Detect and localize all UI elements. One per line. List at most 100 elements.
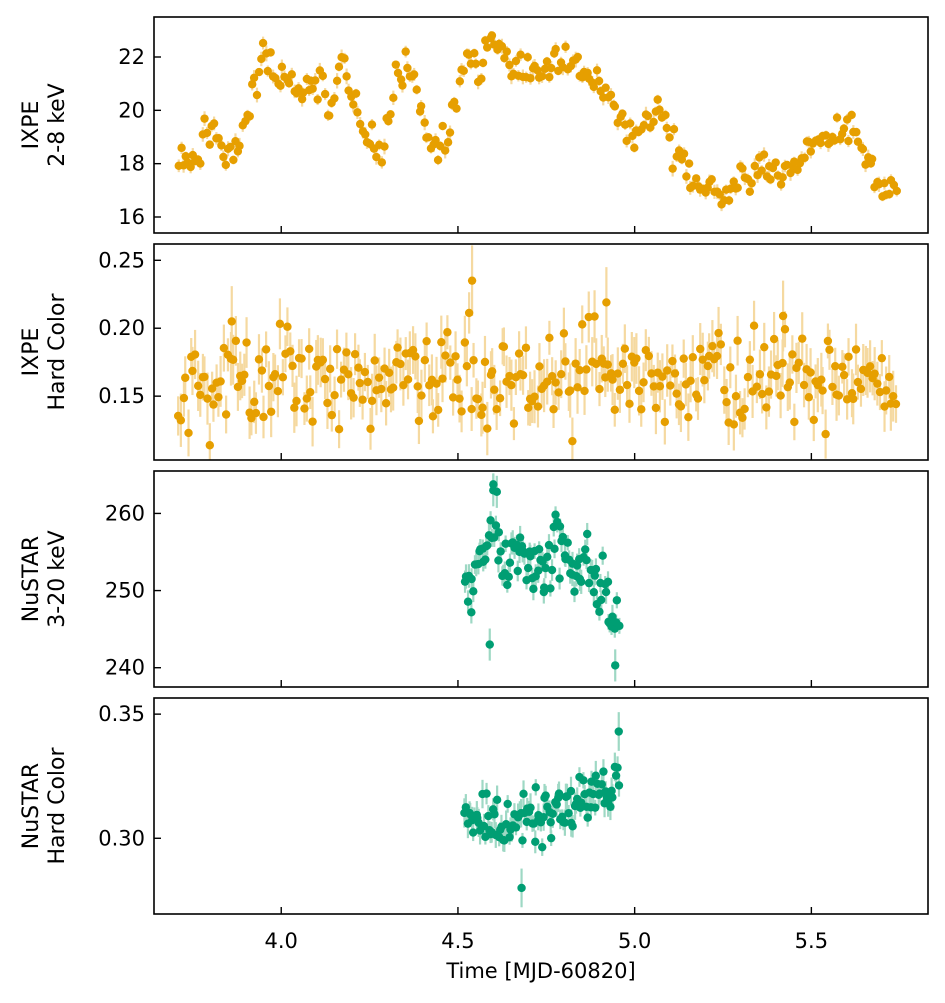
x-tick-label: 5.0 xyxy=(618,929,651,953)
data-point xyxy=(698,355,707,364)
data-point xyxy=(431,135,440,145)
y-axis-label: NuSTARHard Color xyxy=(19,747,70,865)
data-point xyxy=(214,134,223,143)
data-point xyxy=(818,386,827,395)
data-point xyxy=(519,789,528,799)
data-point xyxy=(455,77,465,86)
data-point xyxy=(798,334,807,343)
data-point xyxy=(776,391,785,400)
data-point xyxy=(620,344,630,353)
data-point xyxy=(318,71,328,81)
data-point xyxy=(214,392,223,402)
data-point xyxy=(625,399,634,409)
data-point xyxy=(613,369,623,378)
data-point xyxy=(733,336,742,345)
data-point xyxy=(516,50,525,59)
data-point xyxy=(823,336,833,346)
data-point xyxy=(545,72,554,82)
data-point xyxy=(451,352,460,361)
data-point xyxy=(258,38,268,48)
data-point xyxy=(320,89,330,99)
data-point xyxy=(504,572,513,582)
data-point xyxy=(308,84,317,93)
data-point xyxy=(578,320,587,329)
data-point xyxy=(828,382,837,392)
data-point xyxy=(554,388,563,397)
data-point xyxy=(366,424,375,434)
data-point xyxy=(503,799,512,809)
data-point xyxy=(712,351,722,361)
data-point xyxy=(880,178,889,188)
data-point xyxy=(355,119,365,129)
data-point xyxy=(618,109,627,118)
data-point xyxy=(526,803,535,812)
data-point xyxy=(464,308,474,318)
data-point xyxy=(831,361,840,371)
data-point xyxy=(806,368,815,377)
data-point xyxy=(363,377,372,387)
data-point xyxy=(590,312,599,321)
data-point xyxy=(551,44,560,54)
data-point xyxy=(399,380,408,390)
data-point xyxy=(598,551,607,560)
data-point xyxy=(873,379,882,388)
data-point xyxy=(832,113,842,122)
data-point xyxy=(393,343,402,352)
data-point xyxy=(453,375,462,384)
data-point xyxy=(766,175,775,184)
data-point xyxy=(584,578,594,588)
data-point xyxy=(200,372,209,382)
data-point xyxy=(257,366,267,375)
data-point xyxy=(738,413,747,422)
data-point xyxy=(842,395,852,404)
data-point xyxy=(592,66,602,75)
data-point xyxy=(380,142,389,151)
data-point xyxy=(892,186,901,196)
data-point xyxy=(300,404,309,413)
data-point xyxy=(743,372,753,382)
data-point xyxy=(594,76,604,86)
data-point xyxy=(750,161,759,171)
data-point xyxy=(200,114,209,123)
data-point xyxy=(264,381,274,391)
data-point xyxy=(205,441,215,450)
data-point xyxy=(334,425,344,434)
data-point xyxy=(597,780,607,789)
data-point xyxy=(221,410,231,419)
data-point xyxy=(494,528,504,537)
data-point xyxy=(530,392,539,401)
data-point xyxy=(499,342,509,351)
data-point xyxy=(483,424,492,433)
data-point xyxy=(432,379,441,388)
data-point xyxy=(844,352,853,361)
data-point xyxy=(565,386,575,395)
data-point xyxy=(219,152,228,162)
data-point xyxy=(655,105,664,114)
data-point xyxy=(778,173,787,182)
data-point xyxy=(354,363,363,372)
data-point xyxy=(622,136,631,146)
data-point xyxy=(481,555,490,564)
data-point xyxy=(492,487,502,497)
data-point xyxy=(740,404,749,414)
data-point xyxy=(852,127,861,137)
data-point xyxy=(478,58,488,68)
data-point xyxy=(487,31,497,40)
data-point xyxy=(535,362,544,371)
data-point xyxy=(800,153,809,163)
data-point xyxy=(440,146,450,155)
data-point xyxy=(676,402,686,411)
data-point xyxy=(552,800,561,809)
data-point xyxy=(403,63,412,73)
data-point xyxy=(533,402,543,411)
data-point xyxy=(752,382,762,391)
data-point xyxy=(261,345,271,354)
panel-nustar-hard-color: 0.30 0.35 NuSTARHard Color xyxy=(19,697,929,915)
data-point xyxy=(216,377,225,386)
y-tick-label: 0.30 xyxy=(98,826,145,850)
data-point xyxy=(420,118,429,127)
data-point xyxy=(270,370,280,379)
data-point xyxy=(839,370,849,380)
data-point xyxy=(443,138,453,147)
data-point xyxy=(563,538,572,547)
